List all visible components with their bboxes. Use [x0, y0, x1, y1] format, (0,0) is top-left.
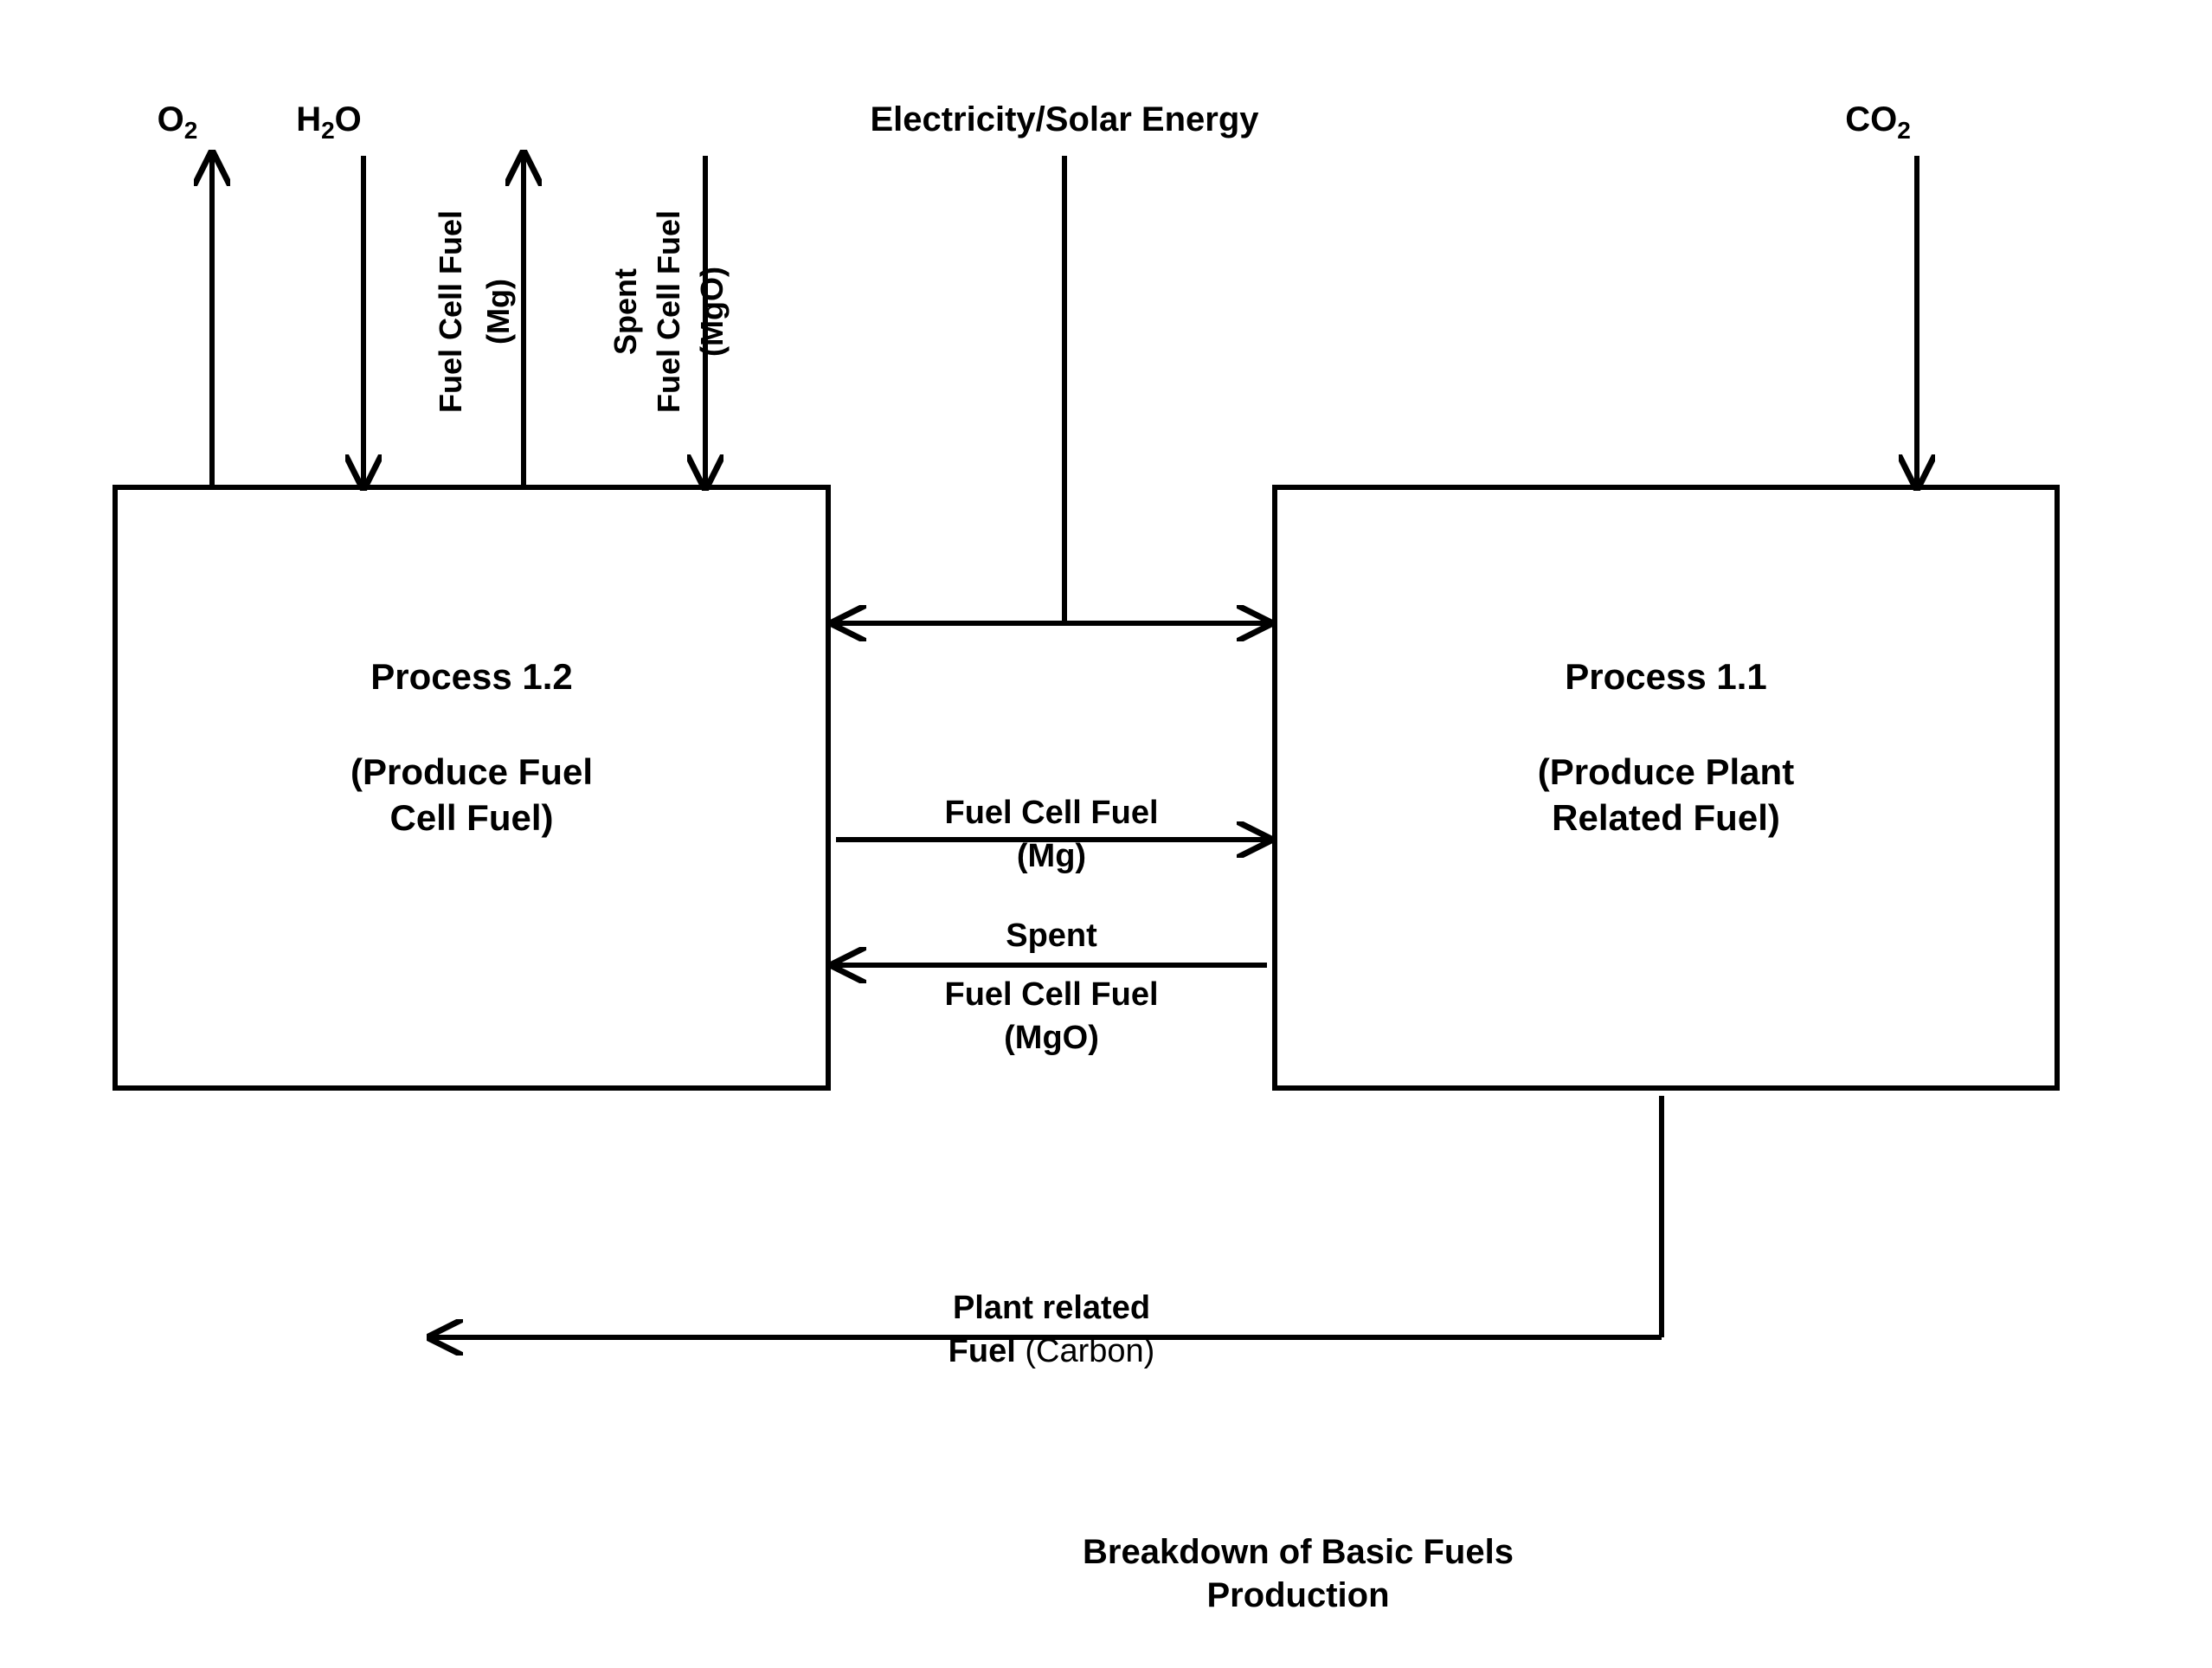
- fuel-cell-fuel-mg-mid-label: Fuel Cell Fuel (Mg): [944, 795, 1158, 875]
- co2-label: CO2: [1845, 100, 1911, 145]
- fuel-cell-fuel-mg-vertical-label: Fuel Cell Fuel: [433, 147, 468, 476]
- diagram-caption: Breakdown of Basic Fuels Production: [1083, 1532, 1514, 1615]
- mgo-vertical-label: (MgO): [694, 147, 730, 476]
- fuel-cell-fuel-mgo-mid-label: Fuel Cell Fuel (MgO): [944, 976, 1158, 1057]
- o2-label: O2: [158, 100, 198, 145]
- spent-mid-label: Spent: [1006, 918, 1097, 956]
- spent-vertical-label: Spent: [608, 147, 643, 476]
- mg-vertical-label: (Mg): [480, 147, 516, 476]
- process-1-1-subtitle: (Produce Plant Related Fuel): [1277, 750, 2054, 840]
- process-1-1-box: Process 1.1 (Produce Plant Related Fuel): [1272, 485, 2060, 1091]
- diagram-canvas: Process 1.2 (Produce Fuel Cell Fuel) Pro…: [0, 0, 2212, 1668]
- fuel-cell-fuel-vertical-label-2: Fuel Cell Fuel: [651, 147, 686, 476]
- h2o-label: H2O: [296, 100, 362, 145]
- process-1-2-title: Process 1.2: [118, 654, 826, 700]
- process-1-2-subtitle: (Produce Fuel Cell Fuel): [118, 750, 826, 840]
- process-1-2-box: Process 1.2 (Produce Fuel Cell Fuel): [113, 485, 831, 1091]
- plant-fuel-label: Plant related Fuel (Carbon): [948, 1290, 1155, 1370]
- process-1-1-title: Process 1.1: [1277, 654, 2054, 700]
- electricity-label: Electricity/Solar Energy: [870, 100, 1258, 139]
